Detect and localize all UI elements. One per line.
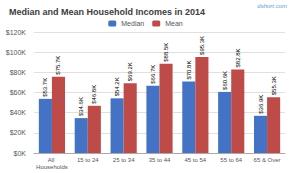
svg-text:$40K: $40K (10, 109, 27, 116)
svg-text:$60K: $60K (10, 89, 27, 96)
svg-text:$100K: $100K (6, 49, 27, 56)
svg-text:35 to 44: 35 to 44 (149, 157, 171, 163)
svg-text:25 to 34: 25 to 34 (113, 157, 135, 163)
svg-text:$70.8K: $70.8K (186, 61, 192, 80)
svg-text:$82.8K: $82.8K (235, 48, 241, 67)
svg-text:dshort.com: dshort.com (257, 3, 287, 9)
svg-text:$54.2K: $54.2K (114, 77, 120, 96)
svg-text:$88.5K: $88.5K (163, 43, 169, 62)
svg-text:$95.3K: $95.3K (199, 36, 205, 55)
svg-text:65 & Over: 65 & Over (254, 157, 281, 163)
svg-text:Mean: Mean (165, 20, 183, 27)
svg-text:$120K: $120K (6, 29, 27, 36)
svg-text:$20K: $20K (10, 129, 27, 136)
svg-text:$34.6K: $34.6K (78, 97, 84, 116)
svg-text:$0K: $0K (14, 150, 27, 157)
svg-text:15 to 24: 15 to 24 (77, 157, 99, 163)
svg-text:Households: Households (36, 164, 68, 170)
svg-text:Median: Median (121, 20, 144, 27)
svg-text:$46.8K: $46.8K (91, 85, 97, 104)
svg-text:Median and Mean Household Inco: Median and Mean Household Incomes in 201… (9, 7, 205, 17)
svg-text:$66.7K: $66.7K (150, 65, 156, 84)
svg-text:All: All (48, 157, 56, 163)
svg-text:$55.3K: $55.3K (271, 76, 277, 95)
svg-text:55 to 64: 55 to 64 (220, 157, 242, 163)
svg-text:$60.6K: $60.6K (222, 71, 228, 90)
svg-text:$69.2K: $69.2K (127, 62, 133, 81)
svg-text:45 to 54: 45 to 54 (185, 157, 207, 163)
svg-text:$80K: $80K (10, 69, 27, 76)
svg-text:$36.9K: $36.9K (258, 95, 264, 114)
svg-text:$75.7K: $75.7K (55, 56, 61, 75)
svg-text:$53.7K: $53.7K (42, 78, 48, 97)
